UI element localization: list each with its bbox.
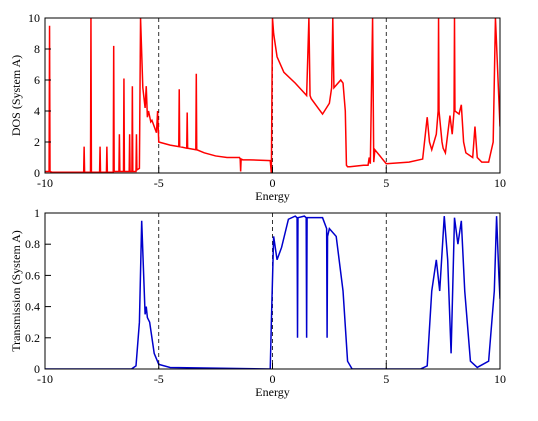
x-tick-label: 10 <box>494 372 506 386</box>
y-tick-label: 4 <box>34 104 40 118</box>
x-tick-label: -10 <box>37 176 53 190</box>
data-line <box>45 215 500 369</box>
y-tick-label: 0.8 <box>25 237 40 251</box>
y-tick-label: 0 <box>34 166 40 180</box>
y-tick-label: 0.6 <box>25 268 40 282</box>
x-tick-label: 10 <box>494 176 506 190</box>
x-tick-label: 0 <box>270 372 276 386</box>
data-line <box>45 18 500 173</box>
y-axis-label: Transmission (System A) <box>9 230 23 352</box>
y-tick-label: 6 <box>34 73 40 87</box>
x-tick-label: 5 <box>383 372 389 386</box>
x-tick-label: -5 <box>154 176 164 190</box>
y-tick-label: 0.4 <box>25 300 40 314</box>
y-tick-label: 10 <box>28 11 40 25</box>
x-tick-label: -10 <box>37 372 53 386</box>
x-axis-label: Energy <box>255 385 289 399</box>
y-tick-label: 8 <box>34 42 40 56</box>
y-tick-label: 0 <box>34 362 40 376</box>
y-tick-label: 1 <box>34 206 40 220</box>
x-tick-label: -5 <box>154 372 164 386</box>
x-axis-label: Energy <box>255 189 289 203</box>
x-tick-label: 5 <box>383 176 389 190</box>
y-tick-label: 2 <box>34 135 40 149</box>
x-tick-label: 0 <box>270 176 276 190</box>
y-tick-label: 0.2 <box>25 331 40 345</box>
y-axis-label: DOS (System A) <box>9 55 23 136</box>
